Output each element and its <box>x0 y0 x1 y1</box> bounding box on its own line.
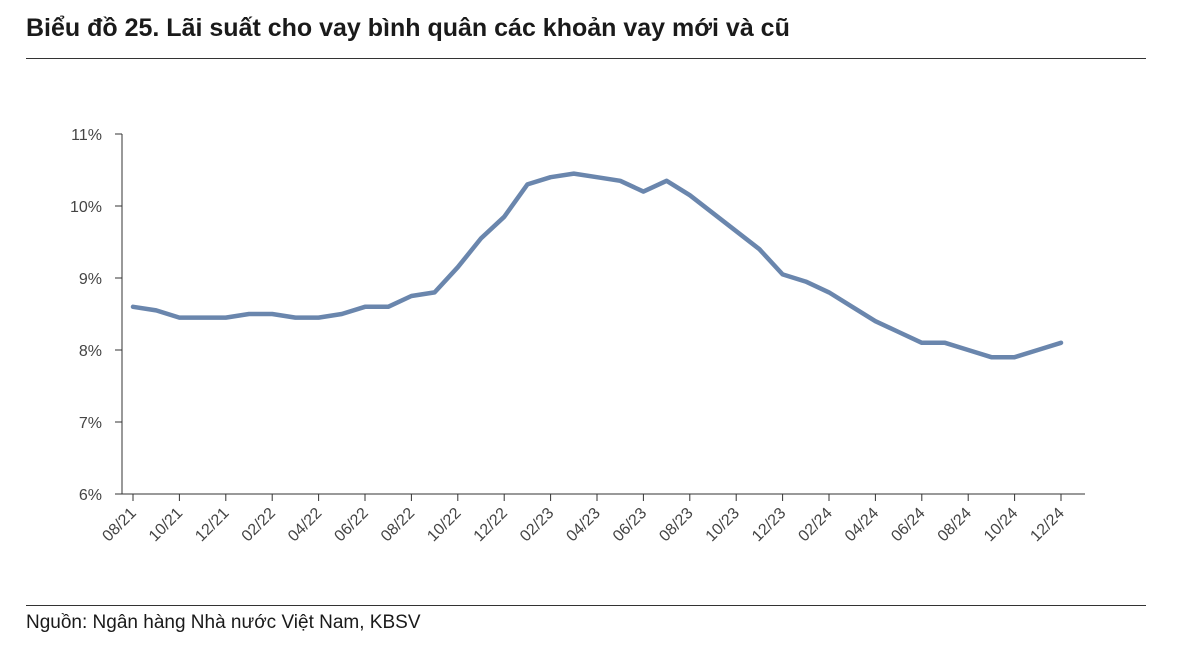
line-chart: 6% 7% 8% 9% 10% 11% 08/21 10/21 12/21 02/22 04/22… <box>70 127 1085 545</box>
y-tick-label: 7% <box>79 415 102 432</box>
top-divider <box>26 58 1146 59</box>
x-tick-label: 08/21 <box>99 505 139 545</box>
x-tick-label: 12/21 <box>192 505 232 545</box>
x-tick-label: 08/24 <box>935 505 975 545</box>
x-tick-label: 02/24 <box>795 505 835 545</box>
x-tick-label: 08/22 <box>378 505 418 545</box>
y-tick-label: 6% <box>79 487 102 504</box>
x-tick-label: 04/24 <box>842 505 882 545</box>
x-tick-label: 10/21 <box>146 505 186 545</box>
x-tick-label: 10/22 <box>424 505 464 545</box>
bottom-divider <box>26 605 1146 606</box>
series-group <box>130 171 1064 360</box>
y-tick-label: 10% <box>70 199 102 216</box>
y-tick-label: 9% <box>79 271 102 288</box>
x-tick-label: 12/24 <box>1027 505 1067 545</box>
y-axis: 6% 7% 8% 9% 10% 11% <box>70 127 123 504</box>
x-tick-label: 02/23 <box>517 505 557 545</box>
x-tick-label: 10/24 <box>981 505 1021 545</box>
x-tick-label: 06/24 <box>888 505 928 545</box>
y-tick-label: 8% <box>79 343 102 360</box>
chart-title: Biểu đồ 25. Lãi suất cho vay bình quân c… <box>26 14 790 42</box>
x-axis: 08/21 10/21 12/21 02/22 04/22 06/22 08/22 10/22… <box>99 493 1085 545</box>
source-note: Nguồn: Ngân hàng Nhà nước Việt Nam, KBSV <box>26 612 421 633</box>
x-tick-label: 06/22 <box>331 505 371 545</box>
y-tick-label: 11% <box>71 127 102 144</box>
x-tick-label: 12/22 <box>471 505 511 545</box>
x-tick-label: 06/23 <box>610 505 650 545</box>
x-tick-label: 10/23 <box>703 505 743 545</box>
series-line <box>130 171 1064 360</box>
x-tick-label: 08/23 <box>656 505 696 545</box>
x-tick-label: 04/23 <box>563 505 603 545</box>
x-tick-label: 12/23 <box>749 505 789 545</box>
x-tick-label: 04/22 <box>285 505 325 545</box>
x-tick-label: 02/22 <box>239 505 279 545</box>
